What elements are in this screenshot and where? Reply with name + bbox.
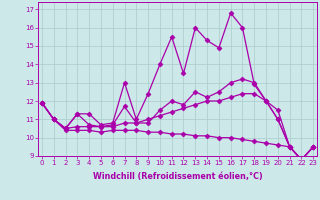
X-axis label: Windchill (Refroidissement éolien,°C): Windchill (Refroidissement éolien,°C) — [93, 172, 262, 181]
